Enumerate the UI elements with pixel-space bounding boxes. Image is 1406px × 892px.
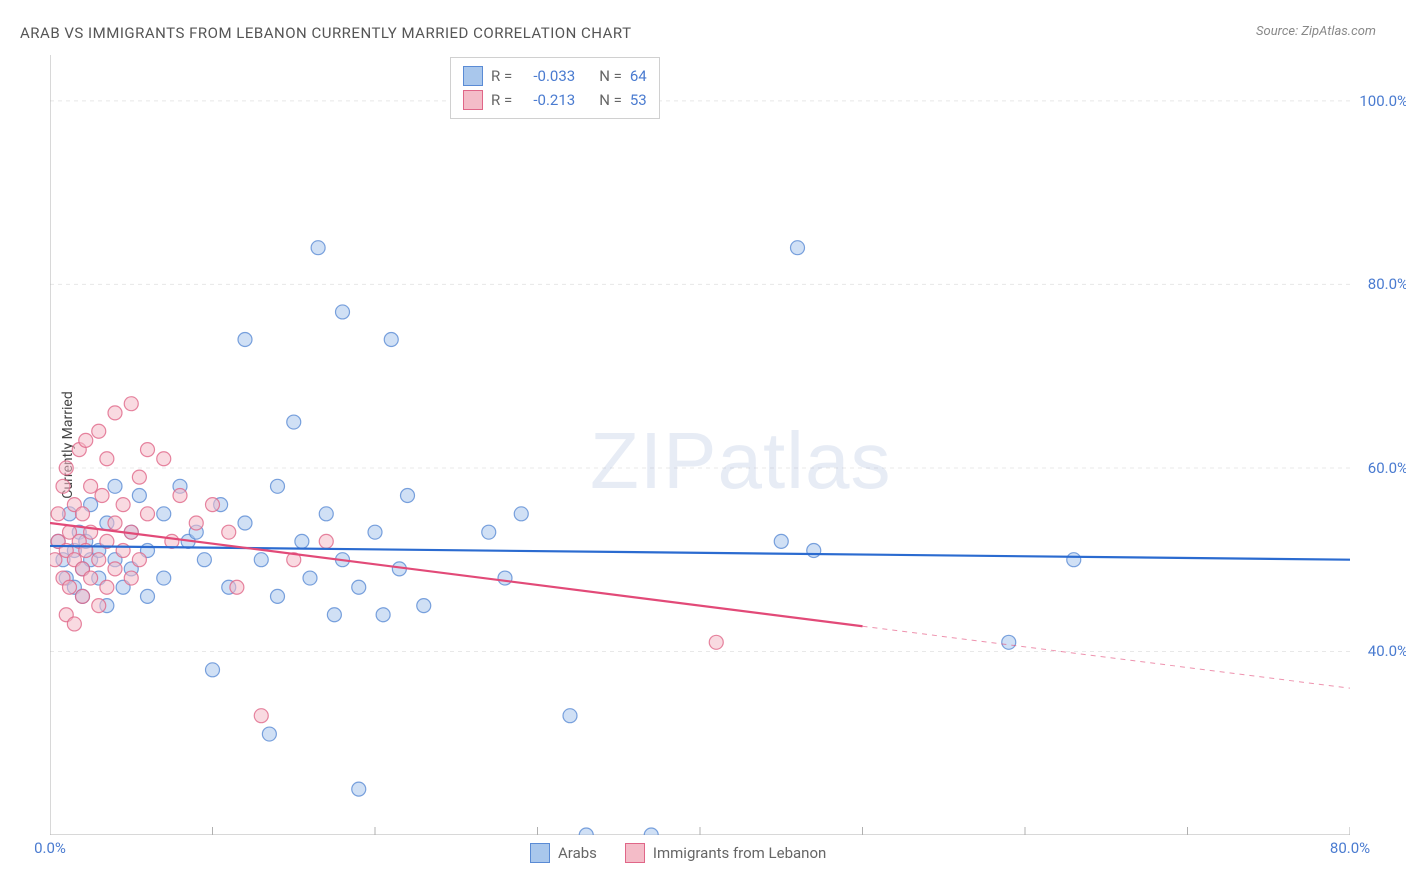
- chart-source: Source: ZipAtlas.com: [1256, 24, 1376, 39]
- legend-r-value: -0.213: [520, 91, 575, 109]
- legend-n-label: N =: [599, 91, 622, 109]
- chart-title: ARAB VS IMMIGRANTS FROM LEBANON CURRENTL…: [20, 24, 632, 42]
- y-ticks: 40.0% 60.0% 80.0% 100.0%: [1353, 55, 1406, 835]
- legend-series-label: Arabs: [558, 844, 597, 862]
- scatter-plot-svg: [50, 55, 1350, 835]
- legend-n-value: 53: [630, 91, 647, 109]
- legend-n-label: N =: [599, 67, 622, 85]
- chart-area: Currently Married 40.0%60.0%80.0%100.0% …: [50, 55, 1350, 835]
- x-tick-label: 80.0%: [1330, 839, 1370, 857]
- legend-swatch: [625, 843, 645, 863]
- legend-n-value: 64: [630, 67, 647, 85]
- y-tick-label: 60.0%: [1368, 459, 1406, 477]
- legend-row: R = -0.033 N = 64: [463, 64, 647, 88]
- legend-swatch: [530, 843, 550, 863]
- legend-r-value: -0.033: [520, 67, 575, 85]
- y-tick-label: 80.0%: [1368, 275, 1406, 293]
- y-tick-label: 40.0%: [1368, 642, 1406, 660]
- legend-swatch: [463, 90, 483, 110]
- x-tick-label: 0.0%: [34, 839, 66, 857]
- series-legend: Arabs Immigrants from Lebanon: [530, 843, 846, 863]
- legend-swatch: [463, 66, 483, 86]
- y-tick-label: 100.0%: [1359, 92, 1406, 110]
- legend-r-label: R =: [491, 67, 512, 85]
- correlation-legend: R = -0.033 N = 64 R = -0.213 N = 53: [450, 57, 660, 119]
- legend-row: R = -0.213 N = 53: [463, 88, 647, 112]
- legend-series-label: Immigrants from Lebanon: [653, 844, 826, 862]
- legend-r-label: R =: [491, 91, 512, 109]
